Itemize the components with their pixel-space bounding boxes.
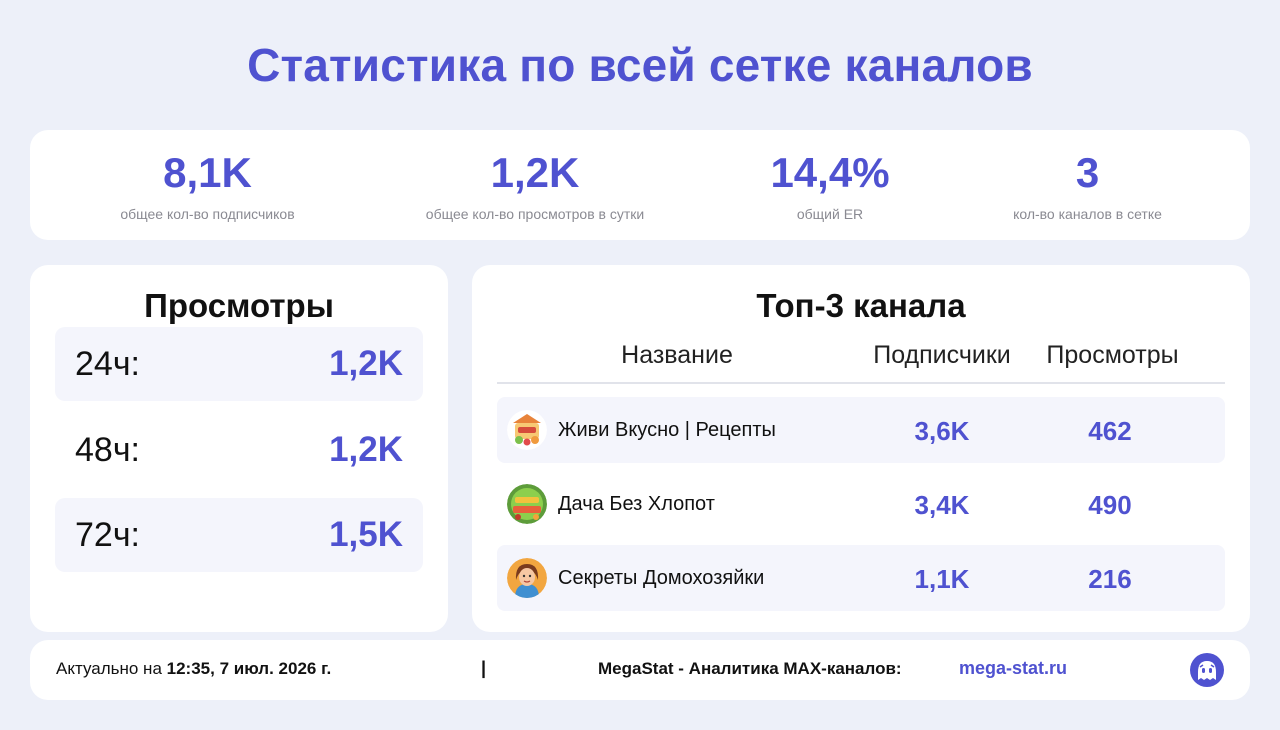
channel-row: Живи Вкусно | Рецепты 3,6K 462 <box>497 397 1225 463</box>
stat-label: общий ER <box>796 206 864 222</box>
views-row-label: 24ч: <box>75 345 140 383</box>
stat-channel-count: 3 кол-во каналов в сетке <box>995 148 1180 222</box>
stat-label: кол-во каналов в сетке <box>1013 206 1162 222</box>
last-updated: Актуально на 12:35, 7 июл. 2026 г. <box>56 659 331 679</box>
stat-value: 1,2K <box>490 149 580 196</box>
food-logo-icon <box>507 410 547 450</box>
stat-value: 8,1K <box>163 149 252 196</box>
stat-label: общее кол-во подписчиков <box>120 206 295 222</box>
views-card: Просмотры 24ч: 1,2K 48ч: 1,2K 72ч: 1,5K <box>30 265 448 632</box>
table-divider <box>497 382 1225 384</box>
views-heading: Просмотры <box>144 287 334 324</box>
housewife-avatar-icon <box>507 558 547 598</box>
channel-name: Секреты Домохозяйки <box>558 567 765 589</box>
megastat-logo-icon[interactable] <box>1189 652 1225 688</box>
stat-subscribers: 8,1K общее кол-во подписчиков <box>90 148 325 222</box>
views-row-72h: 72ч: 1,5K <box>55 498 423 572</box>
stat-er: 14,4% общий ER <box>750 148 910 222</box>
footer-separator: | <box>481 658 487 678</box>
channel-views: 462 <box>1088 416 1132 446</box>
channel-subscribers: 3,6K <box>914 416 970 446</box>
stat-label: общее кол-во просмотров в сутки <box>425 206 645 222</box>
garden-logo-icon <box>507 484 547 524</box>
channel-row: Дача Без Хлопот 3,4K 490 <box>497 471 1225 537</box>
channel-views: 216 <box>1088 564 1132 594</box>
views-row-value: 1,2K <box>329 344 403 383</box>
views-row-value: 1,5K <box>329 515 403 554</box>
channel-subscribers: 3,4K <box>914 490 970 520</box>
column-header-name: Название <box>621 341 733 369</box>
channel-views: 490 <box>1088 490 1132 520</box>
top-channels-heading: Топ-3 канала <box>756 287 966 324</box>
views-row-label: 48ч: <box>75 431 140 469</box>
last-updated-value: 12:35, 7 июл. 2026 г. <box>166 659 332 678</box>
site-link[interactable]: mega-stat.ru <box>959 658 1068 678</box>
channel-subscribers: 1,1K <box>914 564 970 594</box>
views-row-label: 72ч: <box>75 516 140 554</box>
channel-name: Живи Вкусно | Рецепты <box>558 419 776 441</box>
column-header-views: Просмотры <box>1046 341 1179 369</box>
column-header-subscribers: Подписчики <box>873 341 1011 369</box>
page-title: Статистика по всей сетке каналов <box>247 39 1033 91</box>
footer-bar: Актуально на 12:35, 7 июл. 2026 г. | Meg… <box>30 640 1250 700</box>
summary-stats-card: 8,1K общее кол-во подписчиков 1,2K общее… <box>30 130 1250 240</box>
channel-row: Секреты Домохозяйки 1,1K 216 <box>497 545 1225 611</box>
views-row-24h: 24ч: 1,2K <box>55 327 423 401</box>
views-row-value: 1,2K <box>329 430 403 469</box>
stat-value: 14,4% <box>770 149 890 196</box>
stat-value: 3 <box>1075 149 1100 196</box>
last-updated-prefix: Актуально на <box>56 659 162 678</box>
footer-brand: MegaStat - Аналитика MAX-каналов: <box>598 659 902 678</box>
top-channels-card: Топ-3 канала Название Подписчики Просмот… <box>472 265 1250 632</box>
channel-name: Дача Без Хлопот <box>558 493 715 515</box>
stat-daily-views: 1,2K общее кол-во просмотров в сутки <box>405 148 665 222</box>
views-row-48h: 48ч: 1,2K <box>55 413 423 487</box>
